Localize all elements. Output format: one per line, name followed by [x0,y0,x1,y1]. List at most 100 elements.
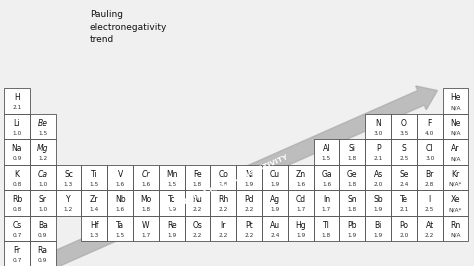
Bar [30,241,55,266]
Text: 0.9: 0.9 [38,233,47,238]
Text: Ca: Ca [38,170,48,179]
Bar [417,139,443,164]
Text: 0.7: 0.7 [12,233,22,238]
Bar [184,190,210,215]
Bar [443,215,468,241]
Text: 1.5: 1.5 [38,131,47,136]
Bar [159,164,184,190]
Bar [417,215,443,241]
Text: 4.0: 4.0 [425,131,434,136]
Text: N/A*: N/A* [449,182,462,187]
Text: 1.5: 1.5 [167,182,176,187]
Text: Nb: Nb [115,195,126,204]
Bar [184,164,210,190]
Bar [365,190,391,215]
Bar [314,215,339,241]
Text: 1.8: 1.8 [141,207,151,212]
Text: Tc: Tc [168,195,175,204]
Text: Ga: Ga [321,170,332,179]
Bar [30,215,55,241]
Bar [82,164,107,190]
Bar [82,190,107,215]
Text: 1.0: 1.0 [38,207,47,212]
Text: 2.0: 2.0 [399,233,409,238]
Text: 0.9: 0.9 [12,156,22,161]
Text: 2.1: 2.1 [374,156,383,161]
Text: 1.8: 1.8 [193,182,202,187]
Bar [133,164,159,190]
Bar [288,190,314,215]
Text: Os: Os [192,221,202,230]
Text: Sb: Sb [374,195,383,204]
Text: Al: Al [323,144,330,153]
Bar [30,114,55,139]
Bar [4,88,30,114]
Text: 0.8: 0.8 [12,207,22,212]
Text: Ar: Ar [451,144,460,153]
Bar [339,164,365,190]
Text: He: He [450,93,461,102]
Text: Rh: Rh [218,195,228,204]
Text: 1.0: 1.0 [12,131,21,136]
Text: Fe: Fe [193,170,202,179]
Bar [262,215,288,241]
Text: 1.9: 1.9 [245,182,254,187]
Bar [210,164,236,190]
Bar [210,190,236,215]
Bar [4,114,30,139]
Bar [159,215,184,241]
Bar [107,164,133,190]
Text: 3.5: 3.5 [399,131,409,136]
Text: 1.8: 1.8 [322,233,331,238]
Text: Mg: Mg [37,144,48,153]
Bar [82,215,107,241]
Text: S: S [401,144,406,153]
Text: Ir: Ir [220,221,226,230]
Text: Ti: Ti [91,170,98,179]
Text: Pd: Pd [245,195,254,204]
Text: N/A: N/A [450,131,461,136]
Bar [184,215,210,241]
Text: In: In [323,195,330,204]
Text: 1.6: 1.6 [116,207,125,212]
Text: As: As [374,170,383,179]
Text: 1.3: 1.3 [64,182,73,187]
Bar [365,164,391,190]
Bar [4,164,30,190]
Bar [55,164,82,190]
Text: 1.9: 1.9 [374,233,383,238]
Bar [314,190,339,215]
Text: 1.4: 1.4 [90,207,99,212]
Bar [133,190,159,215]
Text: Au: Au [270,221,280,230]
Text: 1.9: 1.9 [296,233,305,238]
Bar [133,215,159,241]
Text: INCREASING ELECTRONEGATIVITY: INCREASING ELECTRONEGATIVITY [161,154,289,215]
Text: Pb: Pb [347,221,357,230]
Text: 2.2: 2.2 [425,233,434,238]
Text: 1.6: 1.6 [116,182,125,187]
Text: Ge: Ge [347,170,357,179]
Text: Si: Si [349,144,356,153]
Bar [159,190,184,215]
Text: Ra: Ra [38,246,48,255]
Bar [30,190,55,215]
Text: 1.0: 1.0 [38,182,47,187]
Bar [417,190,443,215]
Text: 1.8: 1.8 [347,207,357,212]
Bar [210,215,236,241]
Text: Sn: Sn [347,195,357,204]
Bar [443,190,468,215]
Text: 2.2: 2.2 [219,207,228,212]
Bar [4,190,30,215]
Text: 0.8: 0.8 [12,182,22,187]
Text: At: At [426,221,434,230]
Text: 1.9: 1.9 [167,207,176,212]
Text: Rb: Rb [12,195,22,204]
Bar [391,190,417,215]
Text: 1.7: 1.7 [141,233,151,238]
Text: 1.2: 1.2 [38,156,47,161]
Text: 2.4: 2.4 [270,233,280,238]
Text: Li: Li [14,119,20,128]
Text: H: H [14,93,20,102]
